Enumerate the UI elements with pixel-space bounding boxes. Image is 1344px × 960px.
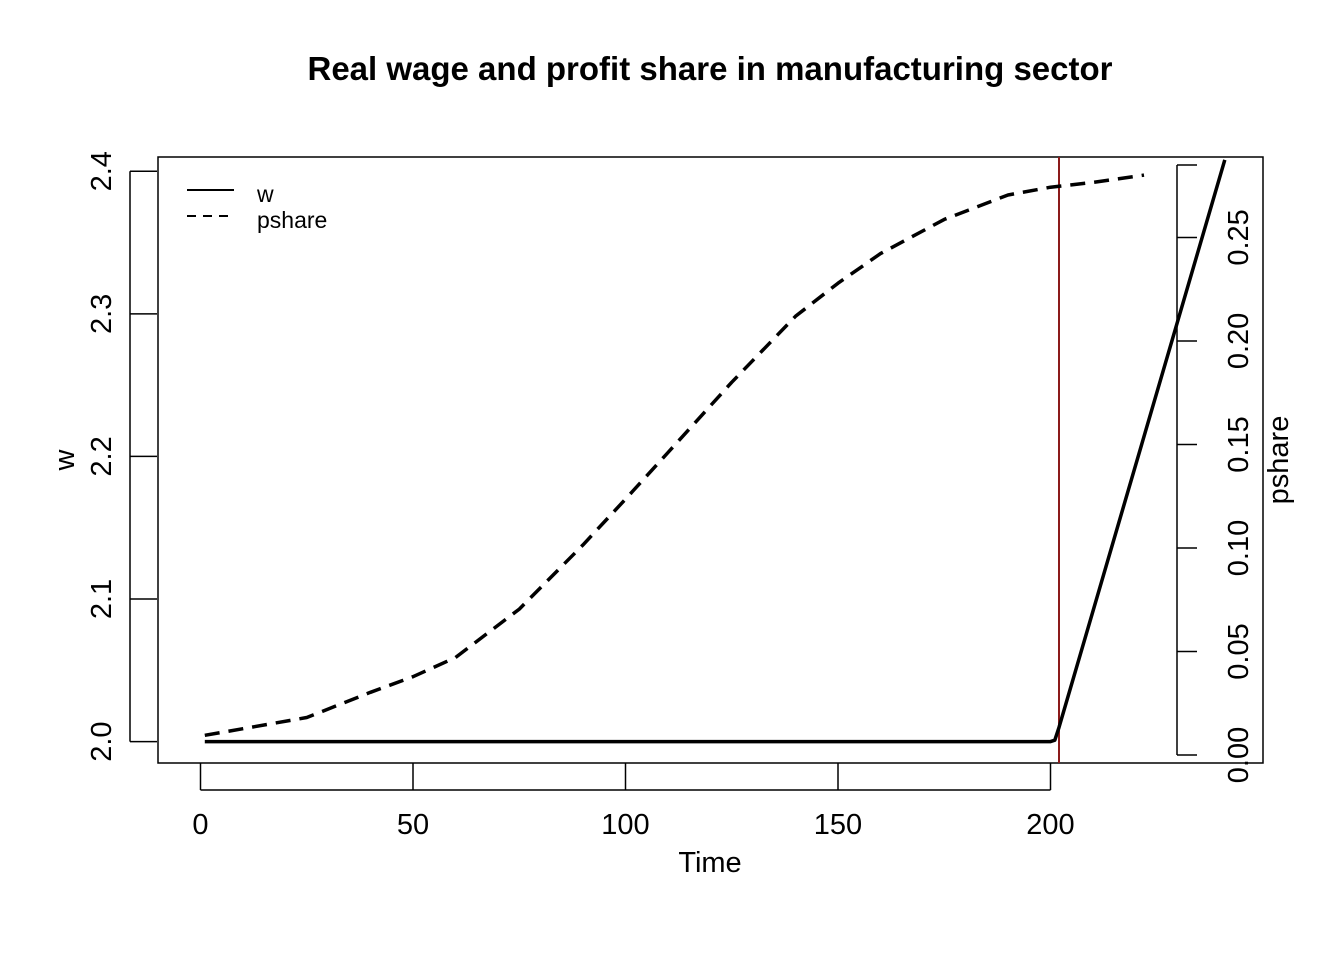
y2-tick-label: 0.15 [1223, 416, 1255, 472]
legend-label-pshare: pshare [257, 207, 327, 233]
chart-marks [204, 157, 1227, 763]
x-tick-label: 100 [601, 809, 649, 841]
x-tick-label: 200 [1026, 809, 1074, 841]
y-tick-label: 2.1 [86, 579, 118, 619]
plot-frame [157, 156, 1264, 764]
y2-tick-label: 0.10 [1223, 520, 1255, 576]
x-tick-label: 50 [397, 809, 429, 841]
x-axis-label: Time [678, 847, 741, 879]
y-axis-label: w [49, 448, 81, 471]
y-tick-label: 2.3 [86, 294, 118, 334]
y-tick-label: 2.0 [86, 721, 118, 761]
y-tick-label: 2.2 [86, 436, 118, 476]
y2-axis-label: pshare [1263, 416, 1295, 505]
chart-title: Real wage and profit share in manufactur… [307, 50, 1112, 87]
x-tick-label: 0 [192, 809, 208, 841]
y2-tick-label: 0.25 [1223, 209, 1255, 265]
x-tick-label: 150 [814, 809, 862, 841]
axes: 0 50 100 150 200 2.0 2.1 2.2 2.3 2.4 0.00 0.05 0.10 0… [86, 151, 1264, 841]
legend-label-w: w [256, 181, 274, 207]
y2-tick-label: 0.05 [1223, 623, 1255, 679]
y2-tick-label: 0.00 [1223, 727, 1255, 783]
series-line-pshare [204, 173, 1145, 738]
series-line-w [204, 159, 1227, 744]
y2-tick-label: 0.20 [1223, 313, 1255, 369]
y-tick-label: 2.4 [86, 151, 118, 191]
